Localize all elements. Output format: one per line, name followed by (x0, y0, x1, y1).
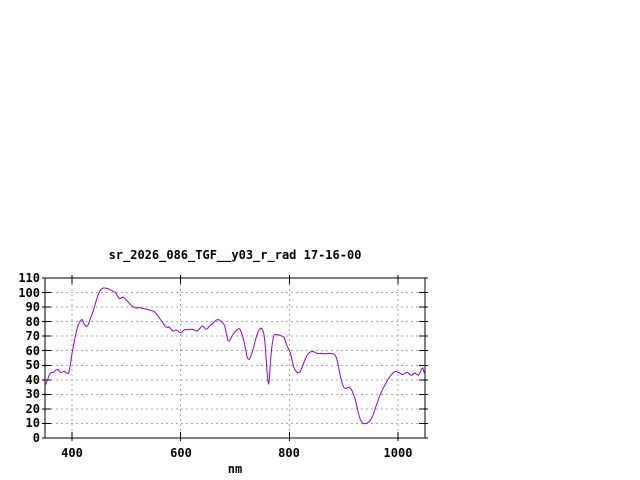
y-tick-label: 50 (25, 358, 40, 372)
y-tick-label: 60 (25, 344, 40, 358)
x-axis-label: nm (227, 462, 243, 476)
y-tick-label: 70 (25, 329, 40, 343)
y-tick-label: 30 (25, 387, 40, 401)
x-tick-label: 400 (61, 446, 83, 460)
plot-border (44, 277, 426, 439)
chart-title: sr_2026_086_TGF__y03_r_rad 17-16-00 (108, 248, 362, 262)
y-tick-label: 110 (18, 271, 40, 285)
y-tick-label: 80 (25, 315, 40, 329)
data-curve (44, 287, 426, 425)
y-tick-label: 90 (25, 300, 40, 314)
x-tick-label: 1000 (383, 446, 413, 460)
y-tick-label: 100 (18, 286, 40, 300)
y-tick-label: 40 (25, 373, 40, 387)
x-tick-label: 600 (170, 446, 192, 460)
y-tick-label: 20 (25, 402, 40, 416)
x-tick-label: 800 (278, 446, 300, 460)
y-tick-label: 10 (25, 416, 40, 430)
y-tick-label: 0 (32, 431, 40, 445)
